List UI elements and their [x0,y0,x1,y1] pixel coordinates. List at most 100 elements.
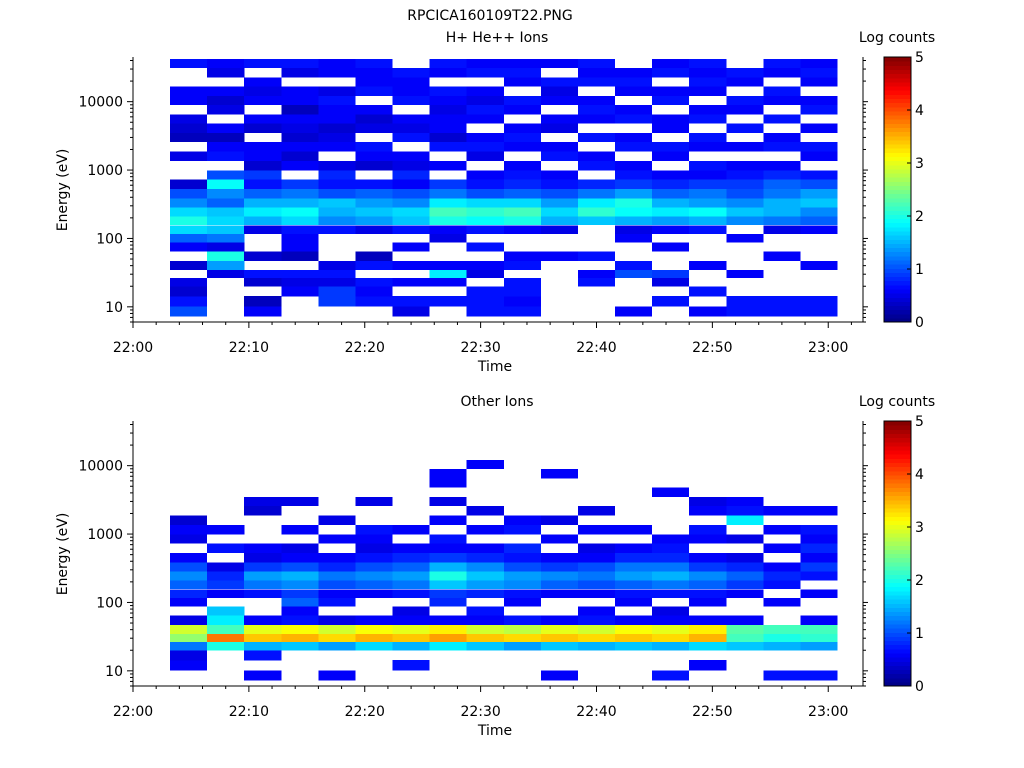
colorbar-segment [884,110,911,116]
colorbar-segment [884,520,911,526]
colorbar-segment [884,652,911,658]
heatmap-cell [615,580,653,590]
heatmap-cell [689,496,727,506]
colorbar-segment [884,230,911,236]
colorbar-segment [884,280,911,286]
heatmap-cell [207,151,245,161]
x-tick-label: 22:00 [113,704,153,720]
heatmap-cell [503,633,541,643]
heatmap-cell [429,123,467,133]
heatmap-cell [800,506,838,516]
heatmap-cell [170,515,208,525]
colorbar-tick-label: 4 [915,103,924,119]
heatmap-cell [355,77,393,87]
heatmap-cell [170,650,208,661]
heatmap-cell [540,515,578,525]
heatmap-cell [281,598,319,607]
heatmap-cell [429,589,467,598]
heatmap-cell [466,543,504,553]
heatmap-cell [207,170,245,180]
colorbar-segment [884,474,911,480]
heatmap-cell [652,179,690,189]
heatmap-cell [466,580,504,590]
colorbar-segment [884,139,911,145]
heatmap-cell [466,189,504,199]
heatmap-cell [355,543,393,553]
heatmap-cell [540,562,578,572]
heatmap-cell [652,624,690,634]
heatmap-cell [540,642,578,651]
heatmap-cell [726,296,764,307]
heatmap-cell [689,260,727,270]
heatmap-cell [503,179,541,189]
heatmap-cell [652,216,690,226]
heatmap-cell [578,624,616,634]
heatmap-cell [689,198,727,208]
colorbar-segment [884,669,911,675]
heatmap-cell [578,269,616,279]
colorbar-tick-label: 2 [915,573,924,589]
heatmap-cell [503,286,541,297]
heatmap-cell [652,278,690,287]
heatmap-cell [466,606,504,616]
colorbar-tick-label: 5 [915,414,924,430]
heatmap-cell [540,624,578,634]
colorbar-segment [884,499,911,505]
colorbar-segment [884,288,911,294]
heatmap-cell [392,132,430,142]
heatmap-cell [318,198,356,208]
colorbar-segment [884,570,911,575]
colorbar-segment [884,297,911,302]
heatmap-cell [726,105,764,115]
heatmap-cell [429,598,467,607]
colorbar-segment [884,578,911,584]
heatmap-cell [466,571,504,581]
heatmap-cell [170,207,208,217]
heatmap-cell [355,624,393,634]
colorbar-segment [884,293,911,298]
heatmap-cell [689,77,727,87]
heatmap-cell [355,105,393,115]
heatmap-cell [615,598,653,607]
heatmap-cell [392,553,430,563]
colorbar-segment [884,148,911,153]
heatmap-cell [726,506,764,516]
heatmap-cell [170,225,208,234]
heatmap-cell [689,624,727,634]
panel-h-he-ions: H+ He++ Ions Log counts Time Energy (eV)… [55,30,935,375]
heatmap-cell [652,198,690,208]
heatmap-cell [207,86,245,96]
heatmap-cell [800,142,838,152]
heatmap-cell [540,580,578,590]
heatmap-cell [466,296,504,307]
heatmap-cell [392,77,430,87]
colorbar-segment [884,607,911,613]
colorbar-segment [884,648,911,654]
heatmap-cell [281,216,319,226]
heatmap-cell [652,580,690,590]
heatmap-cell [763,543,801,553]
heatmap-cell [355,260,393,270]
colorbar-segment [884,152,911,157]
heatmap-cell [503,571,541,581]
heatmap-cell [763,95,801,106]
heatmap-cell [429,515,467,525]
heatmap-cell [318,260,356,270]
colorbar-segment [884,123,911,128]
heatmap-cell [615,525,653,535]
heatmap-cell [763,142,801,152]
heatmap-cell [392,207,430,217]
heatmap-cell [689,170,727,180]
heatmap-cell [540,589,578,598]
heatmap-cell [540,142,578,152]
colorbar-tick-label: 1 [915,626,924,642]
colorbar-segment [884,77,911,83]
heatmap-cell [207,624,245,634]
heatmap-cell [244,225,282,234]
colorbar-segment [884,524,911,530]
heatmap-cell [429,642,467,651]
heatmap-cell [578,132,616,142]
heatmap-cell [429,478,467,488]
heatmap-cell [466,589,504,598]
heatmap-cell [244,251,282,261]
